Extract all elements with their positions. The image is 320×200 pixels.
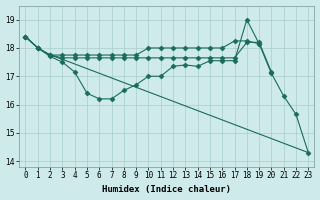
X-axis label: Humidex (Indice chaleur): Humidex (Indice chaleur) — [102, 185, 231, 194]
